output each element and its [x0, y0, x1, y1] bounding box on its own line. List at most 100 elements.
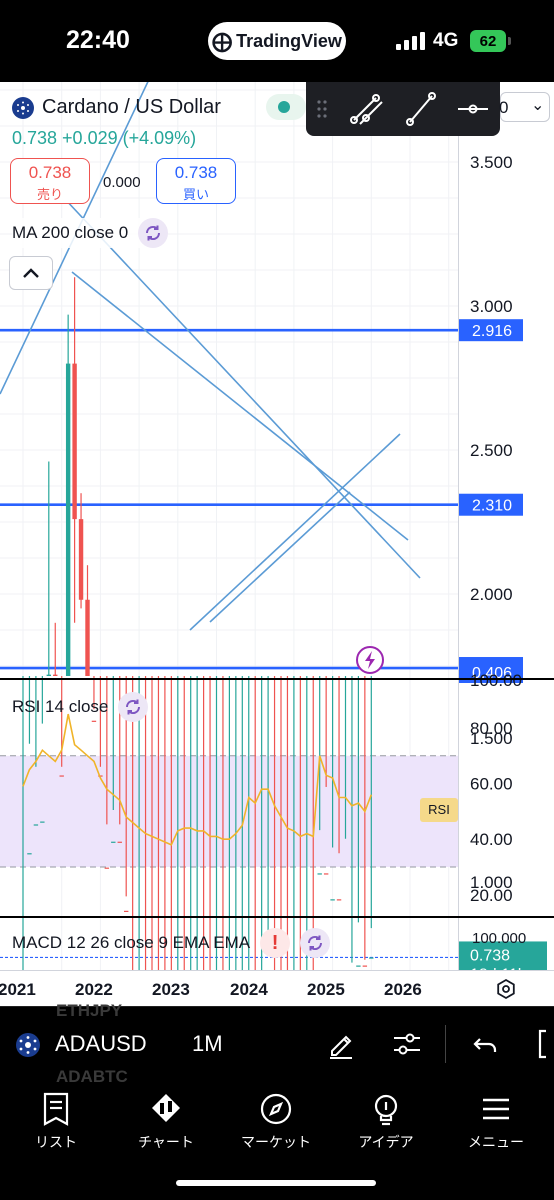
tab-list[interactable]: リスト: [1, 1092, 111, 1152]
status-bar: 22:40 ⨁ TradingView 4G 62: [0, 0, 554, 82]
sliders-icon[interactable]: [390, 1027, 424, 1061]
candle-body: [46, 674, 51, 676]
cardano-icon: [12, 96, 34, 119]
price-level-badge: [459, 319, 523, 342]
time-label: 2025: [307, 980, 345, 999]
chevron-up-icon: [23, 268, 39, 278]
rsi-indicator-legend[interactable]: RSI 14 close: [12, 692, 149, 722]
sell-button[interactable]: 0.738 売り: [10, 158, 90, 204]
time-label: 2026: [384, 980, 422, 999]
menu-icon: [483, 1098, 509, 1120]
status-time: 22:40: [66, 26, 130, 54]
time-label: 2022: [75, 980, 113, 999]
parallel-channel-icon[interactable]: [350, 94, 383, 125]
undo-icon[interactable]: [470, 1027, 504, 1061]
signal-icon: [396, 32, 425, 50]
tab-chart[interactable]: チャート: [111, 1092, 221, 1152]
countdown-label: 18d 11h: [470, 966, 527, 970]
rsi-line-group: [22, 713, 373, 846]
battery-level: 62: [479, 32, 497, 50]
loading-spinner-icon[interactable]: [118, 692, 149, 722]
interval-button[interactable]: 1M: [192, 1031, 223, 1056]
error-icon[interactable]: !: [260, 928, 291, 958]
time-axis[interactable]: 2021 2022 2023 2024 2025 2026: [0, 970, 554, 1006]
candles: [22, 277, 374, 970]
drag-handle-icon[interactable]: [317, 100, 327, 118]
chart-canvas[interactable]: 3.500 3.000 2.500 2.000 1.500 1.000 2.916 2.310…: [0, 82, 554, 970]
trend-line: [71, 271, 409, 541]
home-indicator[interactable]: [176, 1180, 376, 1186]
horizontal-line-icon[interactable]: [458, 104, 488, 114]
tab-market-label: マーケット: [241, 1134, 311, 1150]
rsi-tick-label: 20.00: [470, 886, 513, 905]
candle-body: [124, 910, 129, 912]
time-label: 2024: [230, 980, 268, 999]
pane-divider-rsi[interactable]: [0, 678, 554, 680]
pencil-icon[interactable]: [324, 1027, 358, 1061]
buy-button[interactable]: 0.738 買い: [156, 158, 236, 204]
candle-body: [91, 720, 97, 722]
trend-line: [189, 433, 401, 631]
time-label: 2021: [0, 980, 36, 999]
candle-body: [323, 873, 329, 875]
price-axis-border: [458, 82, 459, 970]
list-icon: [43, 1092, 69, 1126]
candle-body: [336, 899, 342, 901]
price-tick-label: 1.500: [470, 729, 513, 748]
app-pill[interactable]: ⨁ TradingView: [208, 22, 346, 60]
candle-body: [53, 674, 58, 676]
fullscreen-icon[interactable]: [534, 1027, 554, 1061]
pane-bottom-tick-label: 100.00: [470, 671, 522, 690]
price-tick-label: 1.000: [470, 873, 513, 892]
sell-price: 0.738: [28, 163, 72, 182]
tab-chart-label: チャート: [138, 1134, 194, 1150]
market-status-icon[interactable]: [266, 94, 306, 120]
candle-body: [117, 841, 122, 843]
macd-indicator-legend[interactable]: MACD 12 26 close 9 EMA EMA !: [12, 928, 331, 958]
loading-spinner-icon[interactable]: [300, 928, 331, 958]
compass-icon: [260, 1093, 292, 1125]
candle-body: [362, 965, 368, 967]
symbol-title[interactable]: Cardano / US Dollar: [12, 96, 221, 119]
trend-line: [209, 491, 351, 623]
tab-ideas[interactable]: アイデア: [331, 1092, 441, 1152]
macd-axis-label: 100.000: [472, 930, 527, 947]
ma-indicator-legend[interactable]: MA 200 close 0: [12, 218, 169, 248]
toolbar-separator: [445, 1025, 446, 1063]
candle-body: [72, 363, 77, 520]
tab-market[interactable]: マーケット: [221, 1092, 331, 1152]
trend-line: [63, 197, 421, 579]
battery-tip: [508, 37, 511, 45]
collapse-legend-button[interactable]: [9, 256, 53, 290]
price-tick-label: 2.000: [470, 585, 513, 604]
gear-icon[interactable]: [495, 978, 517, 1000]
tab-menu-label: メニュー: [468, 1134, 524, 1150]
trend-lines: [0, 82, 421, 631]
candle-body: [40, 821, 45, 823]
price-level-label: 2.916: [472, 323, 512, 340]
sell-label: 売り: [36, 187, 63, 202]
candle-body: [317, 873, 322, 875]
pane-divider-macd[interactable]: [0, 916, 554, 918]
buy-label: 買い: [182, 187, 209, 202]
symbol-button[interactable]: ADAUSD: [55, 1031, 147, 1056]
price-change: 0.738 +0.029 (+4.09%): [12, 128, 197, 148]
ma-indicator-label: MA 200 close 0: [12, 223, 129, 242]
price-tick-label: 3.000: [470, 297, 513, 316]
cardano-icon: [16, 1033, 40, 1057]
candle-body: [85, 599, 90, 676]
rsi-tick-label: 60.00: [470, 775, 513, 794]
candle-body: [369, 957, 374, 959]
timeframe-selector[interactable]: 0 ⌄: [499, 92, 550, 122]
trend-line-icon[interactable]: [406, 92, 436, 126]
symbol-bar: ETHJPY ADABTC ADAUSD 1M: [0, 1001, 554, 1082]
price-tick-label: 3.500: [470, 153, 513, 172]
alert-lightning-icon[interactable]: [354, 644, 386, 676]
loading-spinner-icon[interactable]: [138, 218, 169, 248]
candle-body: [33, 824, 39, 826]
buy-price: 0.738: [174, 163, 218, 182]
rsi-value-badge: RSI: [420, 798, 458, 822]
timeframe-selector-value: 0: [499, 98, 509, 117]
tab-menu[interactable]: メニュー: [441, 1092, 551, 1152]
price-level-badge: [459, 661, 523, 683]
